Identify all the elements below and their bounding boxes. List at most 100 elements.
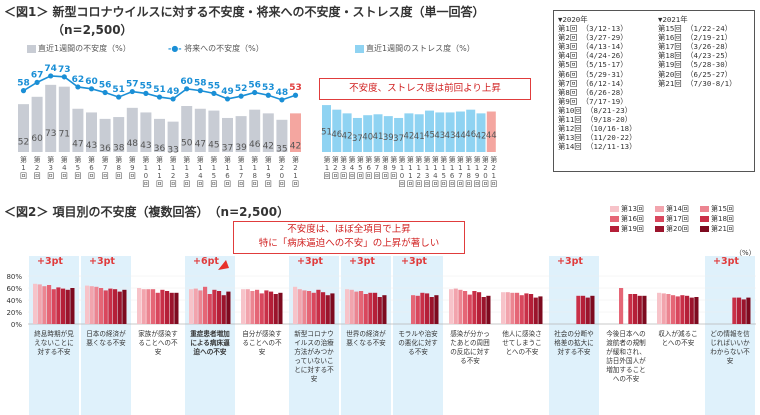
fig2-callout: 不安度は、ほぼ全項目で上昇 特に「病床逼迫への不安」の上昇が著しい [233, 221, 465, 254]
x-tick-char: 1 [212, 164, 216, 172]
x-tick-char: 6 [366, 164, 371, 172]
item-bar [467, 294, 472, 324]
item-bar [269, 291, 274, 324]
anxiety-bar-label: 39 [235, 143, 247, 153]
x-tick-char: 9 [475, 172, 479, 180]
legend-swatch [610, 216, 619, 222]
item-bar [689, 297, 694, 324]
category-label: モラルや治安の悪化に対する不安 [398, 330, 438, 356]
x-tick-char: 1 [475, 164, 479, 172]
item-bar [373, 292, 378, 324]
x-tick-char: 回 [349, 172, 356, 180]
anxiety-bar [126, 107, 138, 152]
x-tick-char: 第 [390, 155, 397, 164]
item-bar [666, 294, 671, 324]
x-tick-char: 第 [251, 155, 258, 164]
x-tick-char: 回 [490, 180, 497, 188]
future-anxiety-label: 56 [248, 80, 261, 90]
fig1-title: ＜図1＞ 新型コロナウイルスに対する不安度・将来への不安度・ストレス度（単一回答… [4, 5, 485, 19]
item-bar [529, 294, 534, 324]
anxiety-bar-label: 42 [263, 142, 274, 152]
x-tick-char: 第 [399, 155, 406, 164]
stress-bar [455, 111, 465, 152]
legend-label: 第21回 [711, 225, 734, 233]
future-anxiety-label: 56 [99, 80, 112, 90]
item-bar [458, 289, 463, 324]
stress-bar-label: 41 [373, 132, 384, 142]
up-arrow-icon [218, 260, 229, 270]
future-anxiety-label: 55 [140, 81, 153, 91]
fig1-callout: 不安度、ストレス度は前回より上昇 [319, 78, 531, 100]
item-bar [633, 294, 638, 324]
x-tick-char: 第 [102, 155, 109, 164]
item-bar [255, 289, 260, 324]
item-bar [481, 297, 486, 324]
item-bar [99, 288, 104, 324]
category-label: 自分が感染することへの不安 [242, 330, 282, 356]
future-anxiety-point [48, 73, 54, 79]
x-tick-char: 回 [170, 180, 177, 188]
future-anxiety-label: 74 [44, 64, 57, 74]
x-tick-char: 回 [88, 172, 95, 180]
x-tick-char: 4 [198, 172, 203, 180]
item-bar [189, 289, 194, 324]
stress-bar-label: 51 [321, 128, 332, 138]
y-tick-label: 0% [11, 321, 22, 329]
item-bar [486, 295, 491, 324]
x-tick-char: 回 [474, 180, 481, 188]
anxiety-bar [140, 112, 152, 152]
item-bar [420, 292, 425, 324]
x-tick-char: 第 [465, 155, 472, 164]
legend-entry: 第14回 [655, 204, 689, 214]
stress-bar [332, 109, 342, 152]
legend-label: 第19回 [621, 225, 644, 233]
legend-stress-label: 直近1週間のストレス度（%） [366, 44, 475, 53]
x-tick-char: 回 [278, 180, 285, 188]
x-tick-char: 1 [433, 164, 437, 172]
item-bar [217, 291, 222, 324]
x-tick-char: 1 [157, 172, 161, 180]
x-tick-char: 8 [467, 172, 471, 180]
item-bar [311, 292, 316, 324]
category-label: 終息時期が見えないことに対する不安 [34, 330, 74, 356]
item-bar [519, 295, 524, 324]
x-tick-char: 7 [458, 172, 462, 180]
future-anxiety-label: 73 [58, 65, 71, 75]
anxiety-bar-label: 36 [99, 144, 111, 154]
x-tick-char: 8 [252, 172, 256, 180]
future-anxiety-label: 48 [276, 88, 289, 98]
future-anxiety-point [265, 92, 271, 98]
future-anxiety-point [184, 86, 190, 92]
x-tick-char: 回 [47, 172, 54, 180]
x-tick-char: 回 [20, 172, 27, 180]
item-bar [33, 283, 38, 324]
legend-swatch [655, 216, 664, 222]
x-tick-char: 4 [62, 164, 67, 172]
x-tick-char: 回 [449, 180, 456, 188]
future-anxiety-point [252, 89, 258, 96]
item-bar [345, 289, 350, 324]
fig2-title: ＜図2＞ 項目別の不安度（複数回答） （n=2,500） [4, 203, 289, 220]
x-tick-char: 5 [358, 164, 362, 172]
highlight-column [341, 256, 391, 415]
x-tick-char: 0 [144, 172, 148, 180]
x-tick-char: 7 [375, 164, 379, 172]
item-bar [463, 291, 468, 324]
stress-bar-label: 43 [445, 131, 456, 141]
x-tick-char: 第 [170, 155, 177, 164]
item-bar [628, 294, 633, 324]
item-bar [169, 292, 174, 324]
anxiety-bar-label: 60 [31, 134, 43, 144]
future-anxiety-label: 60 [85, 77, 98, 87]
item-bar [732, 297, 737, 324]
future-anxiety-point [61, 74, 67, 80]
anxiety-bar-label: 38 [113, 143, 125, 153]
x-tick-char: 6 [89, 164, 94, 172]
item-bar [505, 292, 510, 324]
x-tick-char: 第 [474, 155, 481, 164]
x-tick-char: 回 [210, 180, 217, 188]
item-bar [160, 289, 165, 324]
item-bar [307, 291, 312, 324]
highlight-column [29, 256, 79, 415]
anxiety-bar-label: 46 [249, 140, 261, 150]
